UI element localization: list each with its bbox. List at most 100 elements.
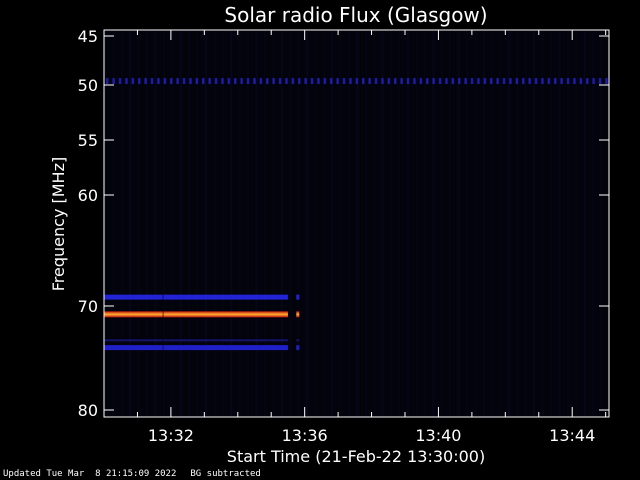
emission-band-dot	[246, 78, 250, 85]
status-footer: Updated Tue Mar 8 21:15:09 2022 BG subtra…	[3, 469, 275, 479]
emission-band-dot	[426, 78, 429, 85]
band-seam	[162, 294, 164, 300]
background-texture	[289, 30, 292, 417]
emission-band-dot	[221, 78, 224, 85]
background-texture	[129, 30, 132, 417]
plot-frame	[103, 29, 610, 418]
emission-band-dot	[362, 78, 365, 85]
background-texture	[600, 30, 603, 417]
emission-band-dot	[208, 78, 211, 85]
emission-band-dot	[483, 78, 487, 85]
emission-band-dot	[189, 78, 192, 85]
background-texture	[179, 30, 182, 417]
emission-band-tail	[296, 345, 300, 351]
background-texture	[255, 30, 258, 417]
emission-band-dot	[560, 78, 563, 85]
emission-band-dot	[291, 78, 295, 85]
background-texture	[272, 30, 275, 417]
emission-band-dot	[451, 78, 455, 85]
background-texture	[314, 30, 317, 417]
emission-band-dot	[285, 78, 288, 85]
emission-band-dot	[579, 78, 583, 85]
y-tick-label: 50	[78, 76, 98, 95]
emission-band-dot	[387, 78, 391, 85]
emission-band-dot	[490, 78, 493, 85]
emission-band-dot	[106, 78, 109, 85]
emission-band-dot	[298, 78, 301, 85]
emission-band-dot	[598, 78, 602, 85]
emission-band-dot	[554, 78, 557, 85]
background-texture	[238, 30, 241, 417]
x-axis-label: Start Time (21-Feb-22 13:30:00)	[227, 447, 485, 466]
background-texture	[440, 30, 443, 417]
emission-band-dot	[592, 78, 595, 85]
emission-band-dot	[330, 78, 333, 85]
background-texture	[221, 30, 224, 417]
emission-band-dot	[253, 78, 256, 85]
background-texture	[331, 30, 334, 417]
emission-band-dot	[240, 78, 243, 85]
background-texture	[263, 30, 266, 417]
background-texture	[247, 30, 250, 417]
background-texture	[162, 30, 165, 417]
emission-band-dot	[118, 78, 122, 85]
background-texture	[550, 30, 553, 417]
x-tick-label: 13:36	[282, 426, 328, 445]
emission-band-dot	[176, 78, 179, 85]
emission-band-dot	[413, 78, 416, 85]
emission-band-dot	[323, 78, 327, 85]
background-texture	[541, 30, 544, 417]
emission-band	[104, 294, 288, 300]
emission-band-dot	[349, 78, 352, 85]
emission-band-dot	[125, 78, 128, 85]
background-texture	[188, 30, 191, 417]
y-tick-label: 60	[78, 186, 98, 205]
background-texture	[137, 30, 140, 417]
background-texture	[306, 30, 308, 417]
background-texture	[524, 30, 527, 417]
background-texture	[449, 30, 452, 417]
emission-band-dot	[534, 78, 538, 85]
emission-band-dot	[566, 78, 570, 85]
emission-band-dot	[214, 78, 218, 85]
background-texture	[592, 30, 595, 417]
emission-band-dot	[541, 78, 544, 85]
emission-band-dot	[432, 78, 435, 85]
emission-band-dot	[144, 78, 147, 85]
emission-band-dot	[317, 78, 320, 85]
emission-band-dot	[522, 78, 525, 85]
emission-band-dot	[355, 78, 359, 85]
emission-band	[104, 345, 288, 351]
emission-band-dot	[195, 78, 199, 85]
background-texture	[398, 30, 401, 417]
background-texture	[356, 30, 359, 417]
background-texture	[465, 30, 468, 417]
band-seam	[162, 345, 164, 351]
background-texture	[423, 30, 426, 417]
emission-band-dot	[573, 78, 576, 85]
background-texture	[432, 30, 435, 417]
background-texture	[415, 30, 418, 417]
emission-band-dot	[272, 78, 275, 85]
emission-band-dot	[310, 78, 314, 85]
x-tick-label: 13:32	[148, 426, 194, 445]
emission-band-dot	[586, 78, 589, 85]
emission-bands	[104, 78, 608, 351]
background-texture	[104, 30, 106, 417]
background-texture	[280, 30, 283, 417]
background-texture	[491, 30, 494, 417]
emission-band-tail	[296, 339, 300, 342]
y-tick-label: 55	[78, 131, 98, 150]
emission-band-dot	[259, 78, 263, 85]
background-texture	[196, 30, 199, 417]
emission-band-dot	[438, 78, 442, 85]
background-texture	[112, 30, 115, 417]
background-texture	[230, 30, 233, 417]
background-texture	[508, 30, 510, 417]
emission-band-dot	[304, 78, 307, 85]
emission-band-dot	[163, 78, 167, 85]
background-texture	[457, 30, 460, 417]
emission-band-dot	[470, 78, 474, 85]
chart-title: Solar radio Flux (Glasgow)	[224, 3, 487, 27]
emission-band-dot	[477, 78, 480, 85]
